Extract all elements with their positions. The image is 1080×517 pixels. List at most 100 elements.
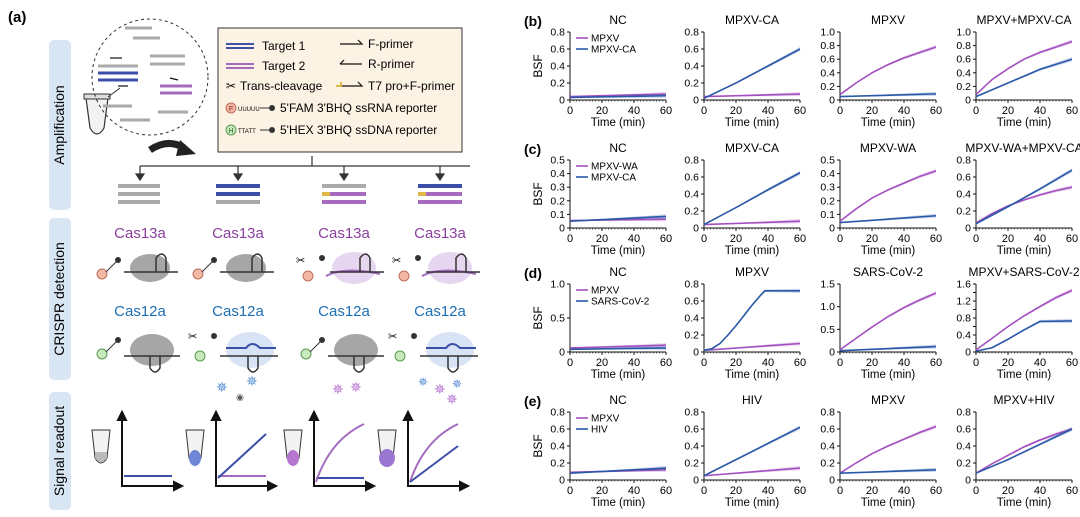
x-tick-label: 60 bbox=[930, 105, 942, 117]
series-line-mpxv-ca bbox=[703, 48, 801, 100]
svg-text:✵: ✵ bbox=[434, 381, 446, 397]
cas13a-label-1: Cas13a bbox=[114, 225, 166, 242]
reaction-tube-icon bbox=[83, 87, 121, 135]
amplicon-both bbox=[418, 184, 462, 204]
series-line-sars-cov-2 bbox=[839, 345, 937, 352]
chart-d-1: NC 0 0.5 1.0 0 20 40 60 Time (min) BSF MPXVSARS-Co… bbox=[531, 265, 672, 381]
x-tick-label: 60 bbox=[1066, 485, 1078, 497]
series-line-mpxv bbox=[703, 93, 801, 98]
scissors-icon: ✂ bbox=[226, 79, 236, 93]
chart-c-4: MPXV-WA+MPXV-CA 0 0.2 0.4 0.6 0.8 0 20 40 60 Time … bbox=[956, 141, 1080, 257]
sidebar-crispr-detection: CRISPR detection bbox=[49, 218, 71, 380]
chart-title: NC bbox=[609, 13, 627, 27]
y-tick-label: 0.4 bbox=[550, 441, 565, 453]
y-tick-label: 0 bbox=[693, 95, 699, 107]
y-tick-label: 0 bbox=[965, 347, 971, 359]
y-tick-label: 0.8 bbox=[956, 407, 971, 419]
amplification-zoom-circle bbox=[91, 18, 209, 136]
x-tick-label: 40 bbox=[628, 357, 640, 369]
x-tick-label: 60 bbox=[930, 233, 942, 245]
x-axis-label: Time (min) bbox=[861, 369, 916, 381]
y-tick-label: 0.4 bbox=[684, 189, 699, 201]
series-band-mpxv-ca bbox=[704, 170, 800, 225]
y-tick-label: 0.2 bbox=[684, 78, 699, 90]
x-tick-label: 20 bbox=[596, 105, 608, 117]
cas13a-complex-1 bbox=[96, 253, 178, 282]
readout-plot-3 bbox=[308, 409, 377, 492]
chart-b-2: MPXV-CA 0 0.2 0.4 0.6 0.8 0 20 40 60 Time (min) bbox=[684, 13, 806, 129]
series-line-mpxv bbox=[839, 46, 937, 96]
y-axis-label: BSF bbox=[531, 306, 545, 329]
series-line-hiv bbox=[569, 467, 667, 474]
x-tick-label: 20 bbox=[596, 357, 608, 369]
x-axis-label: Time (min) bbox=[725, 497, 780, 509]
legend-trans-cleavage: Trans-cleavage bbox=[240, 79, 323, 93]
y-tick-label: 0 bbox=[965, 95, 971, 107]
legend-t7-primer: T7 pro+F-primer bbox=[368, 79, 455, 93]
chart-title: MPXV+HIV bbox=[993, 393, 1054, 407]
series-band-sars-cov-2 bbox=[704, 288, 800, 351]
x-tick-label: 60 bbox=[930, 485, 942, 497]
x-tick-label: 40 bbox=[628, 233, 640, 245]
row-label-d: (d) bbox=[524, 265, 542, 281]
series-line-mpxv-ca bbox=[975, 58, 1073, 98]
x-tick-label: 20 bbox=[730, 485, 742, 497]
x-tick-label: 20 bbox=[1002, 357, 1014, 369]
sidebar-signal-readout: Signal readout bbox=[49, 392, 71, 510]
chart-title: MPXV bbox=[735, 265, 769, 279]
cas12a-label-1: Cas12a bbox=[114, 303, 166, 320]
cas12a-complex-1 bbox=[96, 334, 180, 373]
x-tick-label: 0 bbox=[701, 105, 707, 117]
x-tick-label: 20 bbox=[1002, 233, 1014, 245]
y-tick-label: 0.5 bbox=[820, 155, 835, 167]
y-tick-label: 0.4 bbox=[550, 168, 565, 180]
x-tick-label: 0 bbox=[973, 357, 979, 369]
chart-e-2: HIV 0 0.2 0.4 0.6 0.8 0 20 40 60 Time (min) bbox=[684, 393, 806, 509]
x-tick-label: 0 bbox=[837, 485, 843, 497]
y-tick-label: 0.4 bbox=[684, 313, 699, 325]
amplicon-target2 bbox=[322, 184, 366, 204]
y-tick-label: 0.6 bbox=[956, 172, 971, 184]
legend-label: SARS-CoV-2 bbox=[591, 297, 650, 308]
x-tick-label: 40 bbox=[762, 357, 774, 369]
x-tick-label: 40 bbox=[1034, 357, 1046, 369]
series-line-mpxv-wa bbox=[839, 170, 937, 222]
y-tick-label: 0.8 bbox=[684, 407, 699, 419]
sidebar-label-signal: Signal readout bbox=[51, 406, 67, 496]
x-tick-label: 40 bbox=[628, 105, 640, 117]
series-line-mpxv-ca bbox=[569, 94, 667, 99]
y-axis-label: BSF bbox=[531, 54, 545, 77]
y-tick-label: 0.5 bbox=[550, 313, 565, 325]
series-line-sars-cov-2 bbox=[569, 347, 667, 351]
x-tick-label: 60 bbox=[794, 233, 806, 245]
series-line-mpxv-ca bbox=[839, 93, 937, 98]
chart-title: SARS-CoV-2 bbox=[853, 265, 923, 279]
series-line-mpxv-ca bbox=[839, 214, 937, 224]
y-tick-label: 1.5 bbox=[820, 279, 835, 291]
y-axis-label: BSF bbox=[531, 182, 545, 205]
x-axis-label: Time (min) bbox=[725, 245, 780, 257]
x-tick-label: 40 bbox=[898, 233, 910, 245]
y-tick-label: 0.3 bbox=[550, 182, 565, 194]
chart-c-2: MPXV-CA 0 0.2 0.4 0.6 0.8 0 20 40 60 Time (min) bbox=[684, 141, 806, 257]
readout-tube-2 bbox=[185, 429, 205, 466]
x-tick-label: 60 bbox=[794, 485, 806, 497]
hex-reporter-seq: TTATT bbox=[238, 129, 256, 135]
row-label-b: (b) bbox=[524, 13, 542, 29]
svg-text:✵: ✵ bbox=[452, 377, 462, 391]
y-tick-label: 0.2 bbox=[956, 206, 971, 218]
y-tick-label: 0.6 bbox=[956, 424, 971, 436]
chart-e-1: NC 0 0.2 0.4 0.6 0.8 0 20 40 60 Time (min) BSF MPXVH… bbox=[531, 393, 672, 509]
legend-r-primer: R-primer bbox=[368, 57, 415, 71]
fam-reporter-tag: F bbox=[229, 106, 233, 113]
y-tick-label: 0.4 bbox=[956, 189, 971, 201]
y-tick-label: 0.8 bbox=[956, 313, 971, 325]
x-tick-label: 0 bbox=[567, 485, 573, 497]
y-tick-label: 0 bbox=[829, 475, 835, 487]
cas13a-complex-2 bbox=[192, 253, 274, 282]
chart-d-4: MPXV+SARS-CoV-2 0 0.4 0.8 1.2 1.6 0 20 40 60 Time … bbox=[956, 265, 1079, 381]
x-tick-label: 40 bbox=[628, 485, 640, 497]
y-tick-label: 0.2 bbox=[820, 195, 835, 207]
